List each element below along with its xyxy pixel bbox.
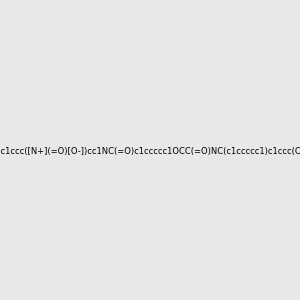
Text: COc1ccc([N+](=O)[O-])cc1NC(=O)c1ccccc1OCC(=O)NC(c1ccccc1)c1ccc(C)cc1: COc1ccc([N+](=O)[O-])cc1NC(=O)c1ccccc1OC… [0, 147, 300, 156]
